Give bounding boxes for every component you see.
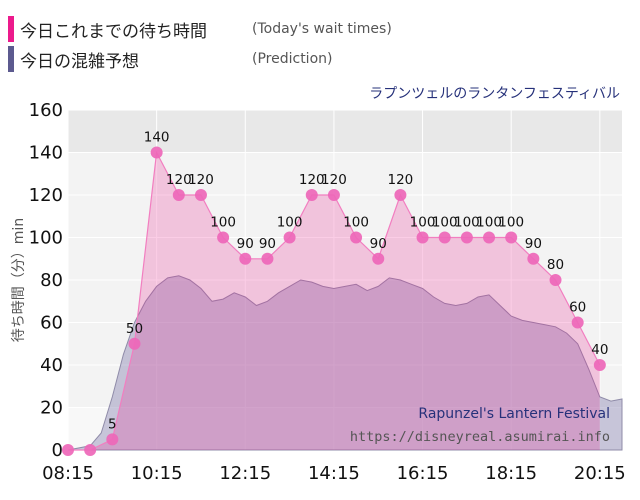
- x-tick-1615: 16:15: [397, 463, 449, 484]
- data-label-1745: 100: [476, 215, 502, 231]
- x-axis-ticks: 08:15 10:15 12:15 14:15 16:15 18:15 20:15: [42, 463, 626, 484]
- data-point-1715: [460, 231, 473, 244]
- x-tick-1415: 14:15: [308, 463, 360, 484]
- prediction-area: [67, 275, 623, 451]
- data-point-1645: [438, 231, 451, 244]
- data-point-1115: [194, 189, 207, 201]
- data-label-1815: 100: [498, 215, 524, 231]
- x-tick-0815: 08:15: [42, 463, 94, 484]
- legend-sub-prediction: (Prediction): [252, 51, 333, 67]
- y-tick-160: 160: [29, 100, 63, 121]
- data-point-1415: [327, 189, 340, 201]
- x-tick-1215: 12:15: [219, 463, 271, 484]
- legend-swatch-prediction: [8, 46, 14, 72]
- data-point-1515: [372, 252, 385, 265]
- y-tick-120: 120: [29, 185, 63, 206]
- data-point-1545: [394, 189, 407, 201]
- attraction-name-en: Rapunzel's Lantern Festival: [418, 406, 610, 422]
- prediction-series: [67, 275, 623, 451]
- attraction-name-jp: ラプンツェルのランタンフェスティバル: [369, 86, 620, 102]
- data-label-1045: 120: [166, 172, 192, 188]
- y-tick-60: 60: [40, 313, 63, 334]
- y-tick-20: 20: [40, 398, 63, 419]
- data-point-1615: [416, 231, 429, 244]
- y-tick-0: 0: [52, 440, 63, 461]
- data-point-0815: [62, 444, 74, 456]
- y-tick-80: 80: [40, 270, 63, 291]
- data-point-1745: [483, 231, 496, 244]
- data-label-1445: 100: [343, 215, 369, 231]
- data-point-1445: [350, 231, 363, 244]
- data-point-1315: [283, 231, 296, 244]
- data-label-1645: 100: [432, 215, 458, 231]
- x-tick-1015: 10:15: [131, 463, 183, 484]
- legend-item-prediction: 今日の混雑予想 (Prediction): [8, 44, 392, 74]
- data-point-1245: [261, 252, 274, 265]
- data-label-1215: 90: [237, 236, 254, 252]
- data-label-1715: 100: [454, 215, 480, 231]
- data-label-1615: 100: [410, 215, 436, 231]
- actual-area: [68, 152, 600, 450]
- data-label-1945: 60: [569, 300, 586, 316]
- data-label-1915: 80: [547, 257, 564, 273]
- data-label-1145: 100: [210, 215, 236, 231]
- data-point-1915: [549, 274, 562, 286]
- y-tick-140: 140: [29, 143, 63, 164]
- data-point-1145: [217, 231, 230, 244]
- data-label-0915: 5: [108, 416, 117, 432]
- data-label-1415: 120: [321, 172, 347, 188]
- legend-label-prediction: 今日の混雑予想: [20, 51, 139, 72]
- legend-swatch-actual: [8, 16, 14, 42]
- legend-item-actual: 今日これまでの待ち時間 (Today's wait times): [8, 14, 392, 44]
- data-label-1515: 90: [370, 236, 387, 252]
- plot-band-top: [68, 110, 622, 153]
- gridlines: [67, 109, 622, 451]
- plot-band-bottom: [68, 407, 622, 450]
- source-url: https://disneyreal.asumirai.info: [350, 429, 610, 445]
- y-tick-40: 40: [40, 355, 63, 376]
- y-tick-100: 100: [29, 228, 63, 249]
- data-point-1845: [527, 252, 540, 265]
- data-label-1115: 120: [188, 172, 214, 188]
- data-label-1345: 120: [299, 172, 325, 188]
- actual-series: [62, 146, 606, 456]
- data-point-0945: [128, 337, 141, 350]
- data-point-0915: [106, 433, 119, 446]
- data-point-2015: [593, 359, 606, 371]
- legend-sub-actual: (Today's wait times): [252, 21, 392, 37]
- x-tick-1815: 18:15: [485, 463, 537, 484]
- data-point-1345: [305, 189, 318, 201]
- data-point-0845: [84, 444, 97, 456]
- data-label-2015: 40: [591, 342, 608, 358]
- data-point-1945: [571, 316, 584, 329]
- y-axis-ticks: 0 20 40 60 80 100 120 140 160: [29, 100, 63, 461]
- data-label-1015: 140: [144, 130, 170, 146]
- data-point-1045: [172, 189, 185, 201]
- data-label-0945: 50: [126, 321, 143, 337]
- data-point-1015: [150, 146, 163, 159]
- y-axis-label: 待ち時間（分）min: [11, 218, 27, 342]
- data-label-1315: 100: [277, 215, 303, 231]
- data-label-1545: 120: [388, 172, 414, 188]
- data-point-1215: [239, 252, 252, 265]
- x-tick-2015: 20:15: [574, 463, 626, 484]
- data-label-1845: 90: [525, 236, 542, 252]
- legend: 今日これまでの待ち時間 (Today's wait times) 今日の混雑予想…: [8, 14, 392, 74]
- legend-label-actual: 今日これまでの待ち時間: [20, 21, 207, 42]
- data-label-1245: 90: [259, 236, 276, 252]
- data-point-1815: [505, 231, 518, 244]
